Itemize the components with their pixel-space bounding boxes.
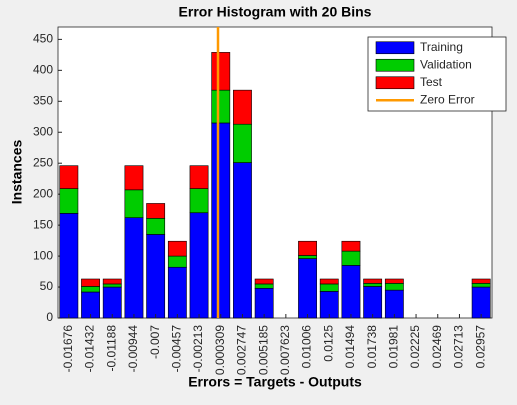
bar-segment bbox=[211, 122, 231, 319]
bar-segment bbox=[59, 213, 79, 319]
y-tick-label: 450 bbox=[33, 32, 53, 46]
y-tick-label: 200 bbox=[33, 186, 53, 200]
bar-segment bbox=[102, 286, 122, 319]
x-tick-label: 0.02713 bbox=[452, 325, 466, 369]
bar-segment bbox=[81, 286, 100, 293]
y-axis-label: Instances bbox=[9, 139, 25, 204]
bar-segment bbox=[319, 278, 339, 285]
y-tick-label: 300 bbox=[33, 124, 53, 138]
legend-label: Zero Error bbox=[420, 92, 475, 106]
legend-swatch bbox=[375, 58, 415, 72]
bar-segment bbox=[167, 255, 187, 268]
x-tick-label: -0.007 bbox=[148, 325, 162, 359]
bar-segment bbox=[124, 217, 144, 319]
bar-segment bbox=[233, 162, 252, 319]
legend-label: Test bbox=[420, 75, 443, 89]
x-tick-label: 0.01006 bbox=[300, 325, 314, 369]
x-tick-label: -0.00944 bbox=[126, 325, 140, 373]
x-tick-label: -0.01676 bbox=[61, 325, 75, 373]
bar-segment bbox=[363, 286, 383, 319]
bar-segment bbox=[167, 240, 187, 257]
y-tick-label: 400 bbox=[33, 63, 53, 77]
legend-label: Validation bbox=[420, 57, 472, 71]
bar-segment bbox=[254, 283, 274, 289]
bar-segment bbox=[363, 283, 383, 287]
x-tick-label: 0.005185 bbox=[256, 325, 270, 375]
bar-segment bbox=[102, 278, 122, 285]
x-tick-label: 0.01981 bbox=[387, 325, 401, 369]
bar-segment bbox=[298, 258, 317, 319]
y-tick-label: 350 bbox=[33, 93, 53, 107]
bar-segment bbox=[59, 188, 79, 214]
x-tick-label: 0.007623 bbox=[278, 325, 292, 375]
bar-segment bbox=[298, 255, 317, 259]
x-axis-label: Errors = Targets - Outputs bbox=[188, 374, 362, 390]
bar-segment bbox=[363, 278, 383, 284]
bar-segment bbox=[384, 278, 404, 284]
bar-segment bbox=[471, 286, 491, 319]
bar-segment bbox=[254, 287, 274, 319]
bar-segment bbox=[146, 234, 166, 319]
bar-segment bbox=[384, 289, 404, 319]
legend-label: Training bbox=[420, 40, 463, 54]
y-tick-label: 100 bbox=[33, 248, 53, 262]
bar-segment bbox=[211, 52, 231, 91]
x-tick-label: 0.01738 bbox=[365, 325, 379, 369]
bar-segment bbox=[233, 89, 252, 125]
bar-segment bbox=[341, 240, 361, 252]
y-tick-label: 250 bbox=[33, 155, 53, 169]
bar-segment bbox=[384, 283, 404, 291]
bar-segment bbox=[471, 283, 491, 288]
x-tick-label: 0.0125 bbox=[321, 325, 335, 362]
x-tick-label: -0.00457 bbox=[170, 325, 184, 373]
bar-segment bbox=[319, 283, 339, 292]
bar-segment bbox=[59, 165, 79, 189]
bar-segment bbox=[341, 265, 361, 319]
bar-segment bbox=[124, 165, 144, 191]
legend-swatch bbox=[375, 76, 415, 90]
bar-segment bbox=[124, 189, 144, 218]
y-tick-label: 50 bbox=[40, 279, 54, 293]
x-tick-label: -0.01432 bbox=[83, 325, 97, 373]
bar-segment bbox=[146, 218, 166, 235]
bar-segment bbox=[211, 89, 231, 124]
x-tick-label: -0.00213 bbox=[191, 325, 205, 373]
bar-segment bbox=[189, 212, 209, 319]
bar-segment bbox=[189, 188, 209, 214]
bar-segment bbox=[233, 123, 252, 163]
bar-segment bbox=[341, 250, 361, 266]
legend-swatch bbox=[375, 41, 415, 55]
bar-segment bbox=[254, 278, 274, 285]
y-tick-label: 150 bbox=[33, 217, 53, 231]
x-tick-label: -0.01188 bbox=[104, 325, 118, 372]
x-tick-label: 0.02469 bbox=[430, 325, 444, 369]
bar-segment bbox=[471, 278, 491, 284]
bar-segment bbox=[298, 240, 317, 256]
x-tick-label: 0.02957 bbox=[473, 325, 487, 369]
x-tick-label: 0.02225 bbox=[408, 325, 422, 369]
bar-segment bbox=[81, 278, 100, 287]
chart-title: Error Histogram with 20 Bins bbox=[179, 4, 372, 20]
x-tick-label: 0.000309 bbox=[213, 325, 227, 375]
bar-segment bbox=[189, 165, 209, 189]
bar-segment bbox=[146, 203, 166, 219]
x-tick-label: 0.01494 bbox=[343, 325, 357, 369]
y-tick-label: 0 bbox=[46, 310, 53, 324]
bar-segment bbox=[102, 283, 122, 288]
bar-segment bbox=[167, 266, 187, 319]
x-tick-label: 0.002747 bbox=[235, 325, 249, 375]
